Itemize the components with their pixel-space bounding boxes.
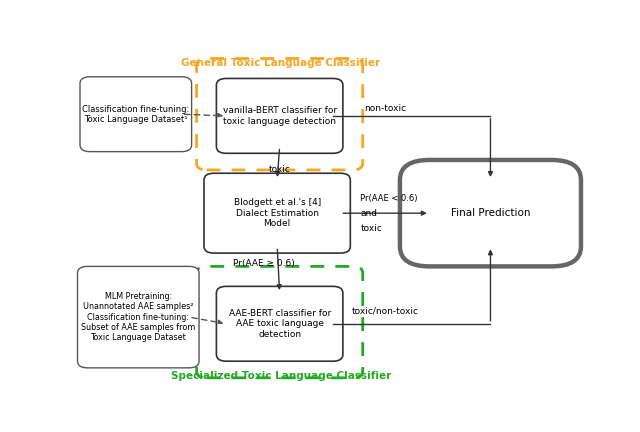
Text: Blodgett et al.'s [4]
Dialect Estimation
Model: Blodgett et al.'s [4] Dialect Estimation… (234, 198, 321, 228)
Text: MLM Pretraining:
Unannotated AAE samples²
Classification fine-tuning:
Subset of : MLM Pretraining: Unannotated AAE samples… (81, 292, 195, 343)
Text: vanilla-BERT classifier for
toxic language detection: vanilla-BERT classifier for toxic langua… (223, 106, 337, 126)
FancyBboxPatch shape (400, 160, 581, 267)
FancyBboxPatch shape (77, 267, 199, 368)
Text: and: and (360, 209, 377, 218)
Text: toxic: toxic (360, 224, 382, 233)
Text: toxic: toxic (269, 165, 291, 175)
Text: Pr(AAE ≥ 0.6): Pr(AAE ≥ 0.6) (233, 259, 294, 267)
Text: toxic/non-toxic: toxic/non-toxic (351, 307, 419, 316)
Text: Final Prediction: Final Prediction (451, 208, 530, 218)
FancyBboxPatch shape (216, 286, 343, 361)
Text: General Toxic Language Classifier: General Toxic Language Classifier (181, 58, 380, 69)
FancyBboxPatch shape (204, 173, 350, 253)
Text: non-toxic: non-toxic (364, 104, 406, 113)
Text: Specialized Toxic Language Classifier: Specialized Toxic Language Classifier (171, 371, 391, 381)
Text: Pr(AAE < 0.6): Pr(AAE < 0.6) (360, 194, 418, 203)
Text: Classification fine-tuning:
Toxic Language Dataset¹: Classification fine-tuning: Toxic Langua… (82, 105, 189, 124)
FancyBboxPatch shape (216, 79, 343, 153)
FancyBboxPatch shape (80, 77, 191, 152)
Text: AAE-BERT classifier for
AAE toxic language
detection: AAE-BERT classifier for AAE toxic langua… (228, 309, 331, 339)
